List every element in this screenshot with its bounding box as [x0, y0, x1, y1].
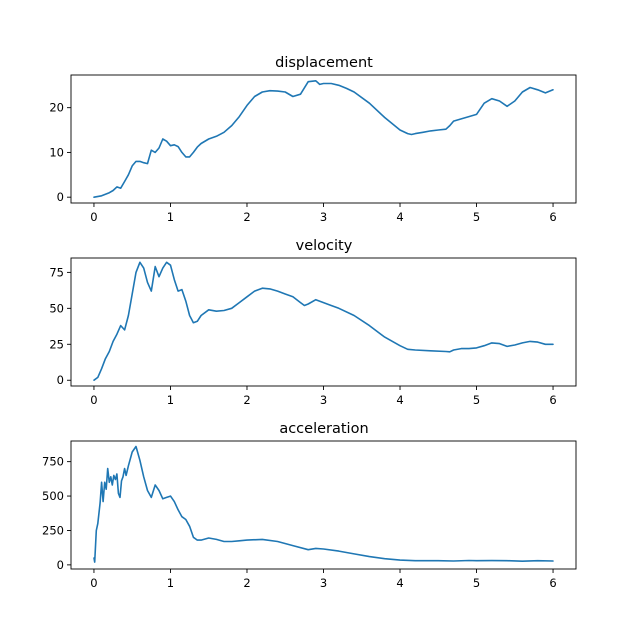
displacement-x-tick-label: 2: [243, 210, 250, 224]
acceleration-x-tick-label: 3: [320, 576, 327, 590]
displacement-y-tick-label: 0: [57, 190, 64, 204]
velocity-y-tick-label: 75: [49, 265, 64, 279]
displacement-x-tick-label: 0: [90, 210, 97, 224]
displacement-x-tick-label: 1: [167, 210, 174, 224]
velocity-x-tick-label: 3: [320, 393, 327, 407]
velocity-x-tick-label: 2: [243, 393, 250, 407]
displacement-plot: 0 1 2 3 4 5 6 0 10 20: [49, 74, 577, 224]
velocity-axes: velocity 0 1 2 3 4 5 6 0 25 50 75: [49, 238, 577, 407]
displacement-y-tick-label: 10: [49, 145, 64, 159]
acceleration-y-tick-label: 250: [42, 523, 64, 537]
velocity-x-tick-label: 1: [167, 393, 174, 407]
acceleration-line: [93, 445, 554, 563]
acceleration-x-tick-label: 1: [167, 576, 174, 590]
acceleration-x-tick-label: 0: [90, 576, 97, 590]
velocity-x-tick-label: 5: [473, 393, 480, 407]
velocity-y-tick-label: 50: [49, 301, 64, 315]
velocity-line: [93, 261, 554, 382]
acceleration-x-tick-label: 5: [473, 576, 480, 590]
acceleration-title: acceleration: [279, 421, 368, 437]
displacement-x-tick-label: 4: [396, 210, 403, 224]
velocity-x-tick-label: 4: [396, 393, 403, 407]
displacement-axes: displacement 0 1 2 3 4 5 6 0 10 20: [49, 55, 577, 224]
acceleration-x-tick-label: 4: [396, 576, 403, 590]
velocity-y-tick-label: 25: [49, 337, 64, 351]
displacement-title: displacement: [275, 55, 373, 71]
velocity-title: velocity: [296, 238, 353, 254]
velocity-x-tick-label: 0: [90, 393, 97, 407]
acceleration-y-tick-label: 750: [42, 455, 64, 469]
velocity-x-tick-label: 6: [549, 393, 556, 407]
displacement-y-tick-label: 20: [49, 101, 64, 115]
velocity-plot: 0 1 2 3 4 5 6 0 25 50 75: [49, 257, 577, 407]
acceleration-y-tick-label: 0: [57, 558, 64, 572]
acceleration-x-tick-label: 2: [243, 576, 250, 590]
acceleration-axes: acceleration 0 1 2 3 4 5 6 0 250 500 750: [42, 421, 577, 590]
displacement-x-tick-label: 6: [549, 210, 556, 224]
velocity-y-tick-label: 0: [57, 373, 64, 387]
acceleration-y-tick-label: 500: [42, 489, 64, 503]
displacement-x-tick-label: 3: [320, 210, 327, 224]
acceleration-x-tick-label: 6: [549, 576, 556, 590]
acceleration-plot: 0 1 2 3 4 5 6 0 250 500 750: [42, 440, 577, 590]
displacement-line: [93, 80, 554, 198]
displacement-x-tick-label: 5: [473, 210, 480, 224]
